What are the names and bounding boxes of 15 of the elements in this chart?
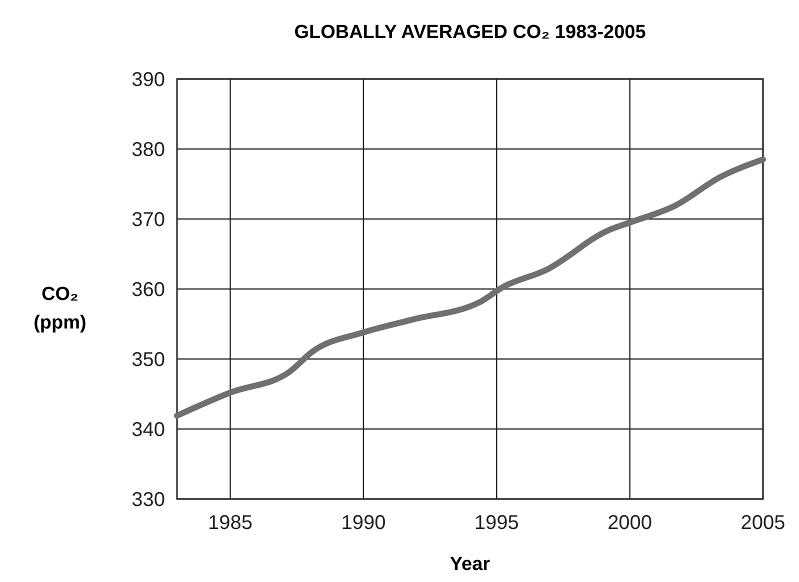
x-tick-label: 2005: [740, 512, 786, 534]
y-tick-label: 380: [132, 139, 165, 161]
x-tick-label: 1995: [474, 512, 519, 534]
y-tick-label: 360: [132, 279, 165, 301]
x-tick-label: 1990: [341, 512, 386, 534]
y-tick-label: 350: [132, 349, 165, 371]
y-axis-title: CO₂ (ppm): [34, 284, 86, 334]
chart-title: GLOBALLY AVERAGED CO₂ 1983-2005: [294, 22, 646, 43]
y-tick-label: 330: [132, 489, 165, 511]
x-tick-label: 2000: [608, 512, 652, 534]
y-tick-label: 390: [132, 69, 165, 91]
x-axis-title: Year: [450, 554, 491, 575]
y-tick-label: 370: [132, 209, 165, 231]
x-tick-label: 1985: [208, 512, 253, 534]
y-tick-label: 340: [132, 419, 165, 441]
